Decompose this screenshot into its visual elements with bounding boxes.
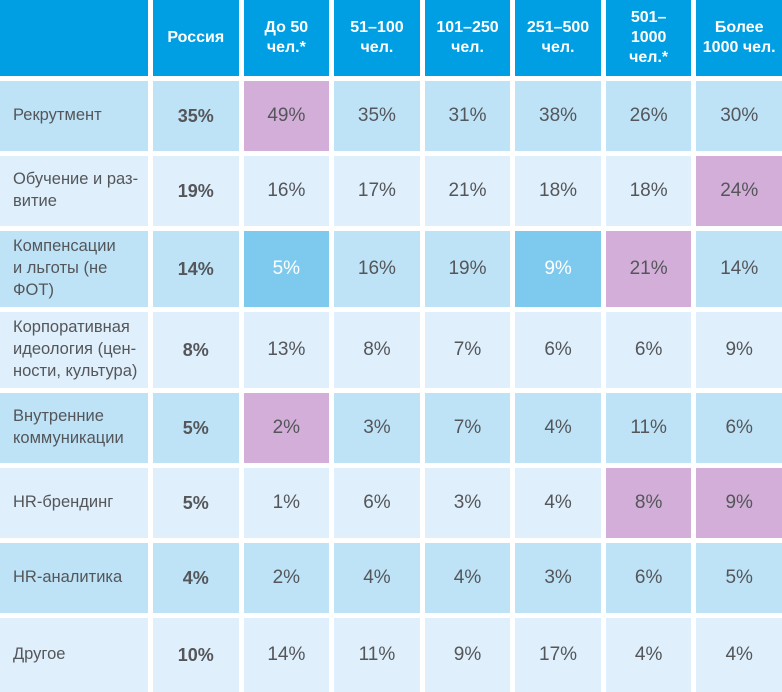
row-label-hr-branding: HR-брендинг — [0, 468, 148, 538]
data-cell: 5% — [153, 468, 239, 538]
column-header-251-500: 251–500 чел. — [515, 0, 601, 76]
data-cell-highlight-pink: 49% — [243, 81, 330, 151]
column-header-101-250: 101–250 чел. — [424, 0, 511, 76]
data-cell: 10% — [153, 618, 239, 692]
data-cell: 18% — [605, 156, 692, 226]
row-label-internal-communications: Внутренние коммуникации — [0, 393, 148, 463]
data-cell: 18% — [515, 156, 601, 226]
data-cell: 6% — [605, 312, 692, 388]
data-cell: 6% — [334, 468, 420, 538]
data-cell: 16% — [243, 156, 330, 226]
data-cell: 3% — [334, 393, 420, 463]
data-cell: 3% — [515, 543, 601, 613]
data-cell: 26% — [605, 81, 692, 151]
data-cell: 17% — [515, 618, 601, 692]
data-cell-highlight-pink: 2% — [243, 393, 330, 463]
data-cell: 35% — [153, 81, 239, 151]
data-cell: 5% — [153, 393, 239, 463]
data-cell: 4% — [424, 543, 511, 613]
column-header-russia: Россия — [153, 0, 239, 76]
data-cell: 38% — [515, 81, 601, 151]
data-cell: 11% — [334, 618, 420, 692]
row-label-compensation: Компенсации и льготы (не ФОТ) — [0, 231, 148, 307]
data-cell-highlight-pink: 8% — [605, 468, 692, 538]
data-cell: 14% — [696, 231, 782, 307]
data-cell: 4% — [515, 468, 601, 538]
data-cell: 1% — [243, 468, 330, 538]
data-cell: 3% — [424, 468, 511, 538]
data-cell-highlight-pink: 21% — [605, 231, 692, 307]
data-cell: 31% — [424, 81, 511, 151]
row-label-other: Другое — [0, 618, 148, 692]
data-cell: 4% — [515, 393, 601, 463]
row-label-training: Обучение и раз- витие — [0, 156, 148, 226]
data-cell: 4% — [334, 543, 420, 613]
data-cell: 4% — [153, 543, 239, 613]
data-cell: 11% — [605, 393, 692, 463]
data-cell: 19% — [424, 231, 511, 307]
data-cell-highlight-pink: 9% — [696, 468, 782, 538]
data-cell: 4% — [605, 618, 692, 692]
data-cell: 16% — [334, 231, 420, 307]
data-cell: 8% — [153, 312, 239, 388]
data-cell: 30% — [696, 81, 782, 151]
data-cell: 2% — [243, 543, 330, 613]
data-cell: 9% — [424, 618, 511, 692]
data-cell: 6% — [696, 393, 782, 463]
data-cell: 13% — [243, 312, 330, 388]
data-cell: 35% — [334, 81, 420, 151]
column-header-501-1000: 501– 1000 чел.* — [605, 0, 692, 76]
data-cell-highlight-blue: 9% — [515, 231, 601, 307]
data-cell-highlight-blue: 5% — [243, 231, 330, 307]
data-cell: 4% — [696, 618, 782, 692]
data-cell-highlight-pink: 24% — [696, 156, 782, 226]
data-cell: 8% — [334, 312, 420, 388]
data-cell: 6% — [515, 312, 601, 388]
row-label-hr-analytics: HR-аналитика — [0, 543, 148, 613]
data-cell: 14% — [153, 231, 239, 307]
data-cell: 7% — [424, 312, 511, 388]
data-cell: 9% — [696, 312, 782, 388]
data-cell: 5% — [696, 543, 782, 613]
data-cell: 14% — [243, 618, 330, 692]
row-label-recruitment: Рекрутмент — [0, 81, 148, 151]
column-header-over-1000: Более 1000 чел. — [696, 0, 782, 76]
data-cell: 7% — [424, 393, 511, 463]
column-header-51-100: 51–100 чел. — [334, 0, 420, 76]
row-label-corporate-ideology: Корпоративная идеология (цен- ности, кул… — [0, 312, 148, 388]
column-header-empty — [0, 0, 148, 76]
data-cell: 21% — [424, 156, 511, 226]
column-header-upto-50: До 50 чел.* — [243, 0, 330, 76]
data-cell: 6% — [605, 543, 692, 613]
data-cell: 19% — [153, 156, 239, 226]
data-cell: 17% — [334, 156, 420, 226]
